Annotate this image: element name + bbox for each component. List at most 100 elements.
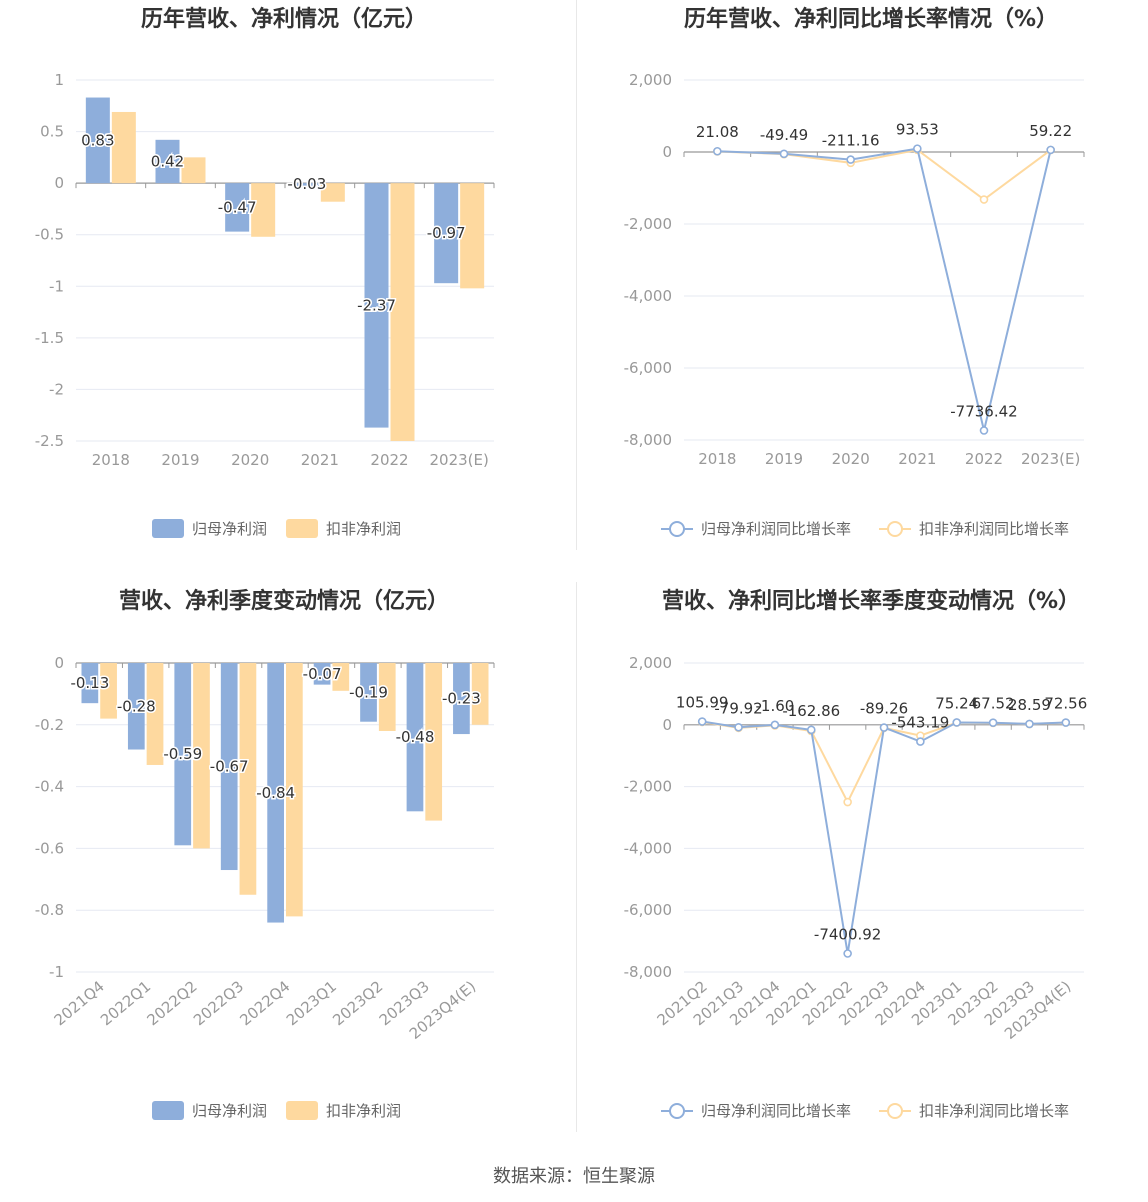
legend-label: 归母净利润同比增长率 <box>701 1102 851 1120</box>
bar-deducted-net-profit <box>390 183 415 441</box>
data-label: 72.56 <box>1044 695 1087 713</box>
data-label: -0.13 <box>70 674 109 692</box>
y-tick-label: -4,000 <box>624 287 672 305</box>
data-label: 21.08 <box>696 123 739 141</box>
point-net-profit-growth <box>988 718 998 728</box>
legend-marker <box>669 521 685 537</box>
bar-net-profit <box>155 139 180 184</box>
data-label: -49.49 <box>760 126 808 144</box>
legend-label: 归母净利润同比增长率 <box>701 520 851 538</box>
data-label: -543.19 <box>891 714 949 732</box>
data-label: -7400.92 <box>814 925 881 943</box>
bar-deducted-net-profit <box>320 183 345 202</box>
y-tick-label: -0.2 <box>35 716 64 734</box>
y-tick-label: 2,000 <box>629 654 672 672</box>
bar-net-profit <box>85 97 110 184</box>
bar-deducted-net-profit <box>111 111 136 184</box>
data-label: 67.52 <box>972 695 1015 713</box>
point-net-profit-growth <box>713 146 722 156</box>
data-label: -0.48 <box>396 728 435 746</box>
x-tick-label: 2022Q1 <box>97 977 154 1029</box>
y-tick-label: 0 <box>662 143 672 161</box>
bar-deducted-net-profit <box>425 663 443 821</box>
y-tick-label: -4,000 <box>624 839 672 857</box>
data-label: -0.67 <box>210 758 249 776</box>
y-tick-label: 0 <box>54 174 64 192</box>
y-tick-label: -6,000 <box>624 359 672 377</box>
data-label: 93.53 <box>896 121 939 139</box>
bar-net-profit <box>81 663 99 704</box>
legend-label: 扣非净利润 <box>326 520 401 538</box>
point-net-profit-growth <box>979 426 989 435</box>
y-tick-label: -2,000 <box>624 778 672 796</box>
x-tick-label: 2023Q2 <box>329 977 386 1029</box>
data-label: -0.84 <box>256 784 295 802</box>
x-tick-label: 2021 <box>301 451 339 469</box>
y-tick-label: -0.5 <box>35 226 64 244</box>
bar-net-profit <box>294 183 319 187</box>
point-net-profit-growth <box>1025 719 1034 729</box>
y-tick-label: -0.6 <box>35 839 64 857</box>
bar-net-profit <box>406 663 424 812</box>
x-tick-label: 2020 <box>832 450 870 468</box>
bar-deducted-net-profit <box>378 663 396 731</box>
bar-net-profit <box>267 663 284 923</box>
data-label: -89.26 <box>860 700 908 718</box>
legend-swatch <box>152 1101 184 1120</box>
chart-title: 营收、净利同比增长率季度变动情况（%） <box>662 588 1080 614</box>
data-label: 0.42 <box>151 152 184 170</box>
data-label: -0.03 <box>287 175 326 193</box>
bar-net-profit <box>364 183 389 428</box>
data-source-footer: 数据来源：恒生聚源 <box>493 1166 655 1187</box>
legend-marker <box>887 1103 903 1119</box>
chart-svg: 营收、净利季度变动情况（亿元） 0 -0.2 -0.4 -0.6 -0.8 -12021Q4… <box>35 588 495 1120</box>
y-tick-label: -0.4 <box>35 778 64 796</box>
bar-deducted-net-profit <box>286 663 303 917</box>
bar-deducted-net-profit <box>100 663 117 719</box>
y-tick-label: -2,000 <box>624 215 672 233</box>
data-label: -1.60 <box>756 697 795 715</box>
point-net-profit-growth <box>916 737 925 746</box>
x-tick-label: 2019 <box>765 450 803 468</box>
bar-net-profit <box>453 663 470 735</box>
data-label: -0.59 <box>163 745 202 763</box>
point-net-profit-growth <box>879 723 889 732</box>
y-tick-label: 0 <box>54 654 64 672</box>
legend-swatch <box>152 519 184 538</box>
point-net-profit-growth <box>1046 145 1055 155</box>
x-tick-label: 2023(E) <box>1021 450 1080 468</box>
data-label: -79.92 <box>714 699 762 717</box>
bar-net-profit <box>313 663 331 685</box>
bar-net-profit <box>360 663 377 722</box>
y-tick-label: 1 <box>54 71 64 89</box>
chart-title: 营收、净利季度变动情况（亿元） <box>119 588 449 614</box>
x-tick-label: 2022 <box>370 451 408 469</box>
data-label: -0.97 <box>427 224 466 242</box>
annual-profit-chart: 历年营收、净利情况（亿元） 1 0.5 0 -0.5 -1 -1.5 -2 -2.5 2018 20… <box>0 0 576 560</box>
legend-marker <box>669 1103 685 1119</box>
x-tick-label: 2021 <box>898 450 936 468</box>
y-tick-label: -1 <box>49 963 64 981</box>
y-tick-label: -1.5 <box>35 329 64 347</box>
y-tick-label: -6,000 <box>624 901 672 919</box>
chart-title: 历年营收、净利情况（亿元） <box>141 6 427 32</box>
y-tick-label: -2.5 <box>35 432 64 450</box>
chart-svg: 历年营收、净利同比增长率情况（%） 2,000 0 -2,000 -4,000 -6,00… <box>624 6 1085 538</box>
data-label: -0.07 <box>303 665 342 683</box>
data-label: -0.23 <box>442 690 481 708</box>
bar-net-profit <box>127 663 145 750</box>
bar-deducted-net-profit <box>251 183 276 237</box>
data-label: -2.37 <box>357 296 396 314</box>
y-tick-label: -8,000 <box>624 431 672 449</box>
quarterly-growth-chart: 营收、净利同比增长率季度变动情况（%） 2,000 0 -2,000 -4,000 -6,… <box>578 582 1148 1142</box>
legend-label: 归母净利润 <box>192 520 267 538</box>
vertical-divider <box>576 0 577 550</box>
x-tick-label: 2022Q3 <box>190 977 247 1029</box>
bar-deducted-net-profit <box>460 183 485 289</box>
line-net-profit-growth <box>702 720 1066 954</box>
quarterly-profit-chart: 营收、净利季度变动情况（亿元） 0 -0.2 -0.4 -0.6 -0.8 -1 2021Q4… <box>0 582 576 1142</box>
data-label: -0.28 <box>117 697 156 715</box>
bar-deducted-net-profit <box>332 663 350 691</box>
legend-label: 扣非净利润 <box>326 1102 401 1120</box>
point-net-profit-growth <box>734 722 743 732</box>
